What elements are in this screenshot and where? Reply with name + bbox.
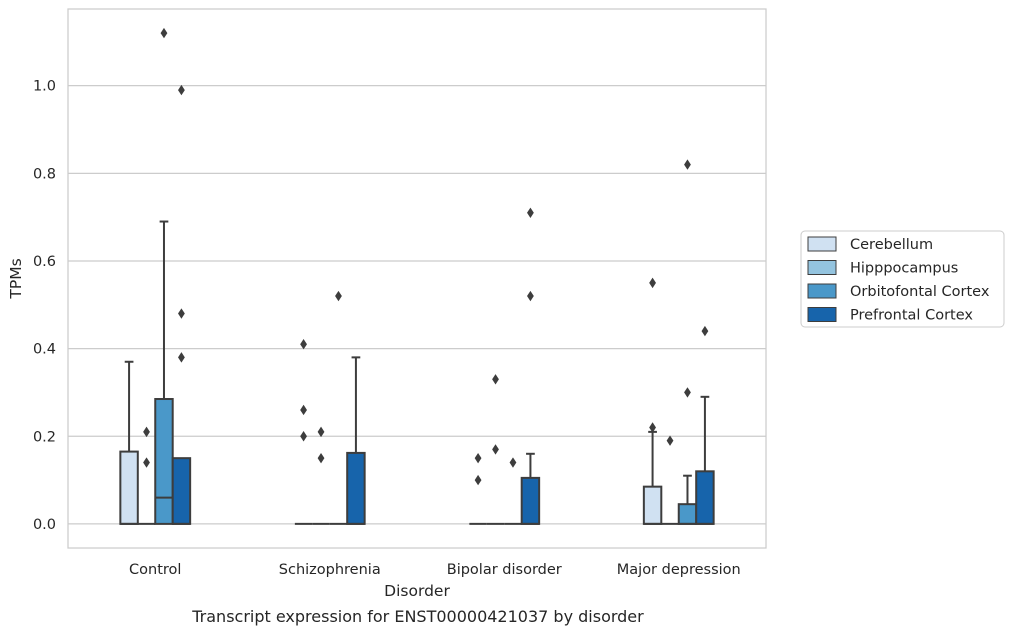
outlier-point [178, 84, 185, 96]
box-prefrontal-cortex [695, 325, 715, 525]
legend-entry: Cerebellum [850, 237, 933, 253]
x-tick-label: Control [129, 562, 181, 578]
legend-swatch [807, 283, 837, 299]
legend: Cerebellum Hipppocampus Orbitofontal Corte… [800, 230, 1005, 328]
outlier-point [143, 457, 150, 468]
outlier-point [300, 404, 307, 416]
x-tick-label: Schizophrenia [279, 562, 381, 578]
box-iqr [171, 457, 192, 525]
box-orbitofontal-cortex [677, 159, 698, 525]
outlier-point [335, 290, 342, 302]
y-axis-label: TPMs [7, 258, 25, 299]
box-cerebellum [119, 360, 139, 525]
box-hipppocampus [312, 426, 330, 525]
x-tick-label: Major depression [617, 562, 741, 578]
box-iqr [520, 476, 541, 525]
outlier-point [492, 444, 499, 455]
outlier-point [684, 387, 691, 398]
legend-entry: Hipppocampus [850, 261, 958, 277]
box-prefrontal-cortex [171, 84, 192, 525]
box-prefrontal-cortex [346, 356, 366, 525]
outlier-point [684, 159, 691, 170]
chart-caption: Transcript expression for ENST0000042103… [191, 607, 644, 626]
box-cerebellum [469, 452, 487, 525]
outlier-point [492, 374, 499, 385]
legend-entry: Prefrontal Cortex [850, 308, 973, 324]
outlier-point [666, 435, 674, 446]
x-tick-labels: Control Schizophrenia Bipolar disorder Majo… [129, 562, 741, 578]
y-tick-label: 1.0 [33, 79, 56, 95]
x-axis-label: Disorder [384, 582, 450, 600]
box-iqr [346, 451, 366, 525]
box-orbitofontal-cortex [504, 457, 522, 525]
y-tick-label: 0.4 [33, 342, 56, 358]
outlier-point [509, 457, 517, 468]
box-iqr [642, 485, 663, 525]
y-tick-label: 0.2 [33, 429, 56, 445]
box-cerebellum [642, 277, 663, 525]
outlier-point [178, 308, 185, 319]
outlier-point [300, 339, 307, 350]
legend-swatch [807, 260, 837, 275]
x-tick-label: Bipolar disorder [447, 562, 562, 578]
box-orbitofontal-cortex [329, 290, 348, 525]
outlier-point [701, 325, 709, 337]
legend-box [800, 230, 1005, 328]
y-tick-label: 0.6 [33, 254, 56, 270]
box-iqr [119, 450, 139, 525]
legend-entry: Orbitofontal Cortex [850, 284, 990, 300]
outlier-point [649, 422, 656, 433]
box-hipppocampus [661, 435, 679, 525]
y-tick-label: 0.0 [33, 517, 56, 533]
y-tick-label: 0.8 [33, 166, 56, 182]
outlier-point [474, 474, 482, 486]
outlier-point [143, 426, 150, 438]
outlier-point [178, 352, 185, 363]
plot-frame [67, 8, 767, 549]
box-iqr [677, 503, 698, 525]
box-prefrontal-cortex [520, 207, 541, 525]
outlier-point [649, 277, 656, 289]
outlier-point [160, 27, 168, 39]
outlier-point [300, 431, 307, 442]
boxes [119, 27, 715, 525]
box-cerebellum [294, 339, 313, 525]
y-tick-labels: 0.0 0.2 0.4 0.6 0.8 1.0 [33, 79, 56, 533]
box-hipppocampus [137, 426, 156, 525]
outlier-point [527, 290, 534, 302]
outlier-point [474, 452, 482, 464]
box-iqr [154, 398, 174, 525]
outlier-point [317, 452, 325, 464]
box-hipppocampus [486, 374, 505, 525]
outlier-point [527, 207, 534, 218]
box-iqr [695, 470, 715, 525]
box-orbitofontal-cortex [154, 27, 174, 525]
outlier-point [317, 426, 325, 438]
legend-swatch [807, 236, 837, 252]
legend-swatch [807, 307, 837, 322]
